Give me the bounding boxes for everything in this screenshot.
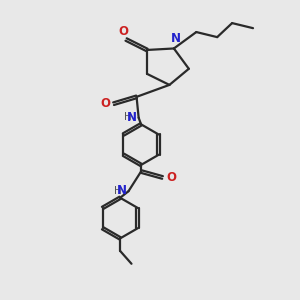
Text: O: O — [119, 25, 129, 38]
Text: H: H — [124, 112, 132, 122]
Text: O: O — [166, 171, 176, 184]
Text: H: H — [114, 186, 122, 196]
Text: N: N — [171, 32, 181, 46]
Text: N: N — [117, 184, 127, 197]
Text: N: N — [127, 111, 137, 124]
Text: O: O — [100, 97, 110, 110]
